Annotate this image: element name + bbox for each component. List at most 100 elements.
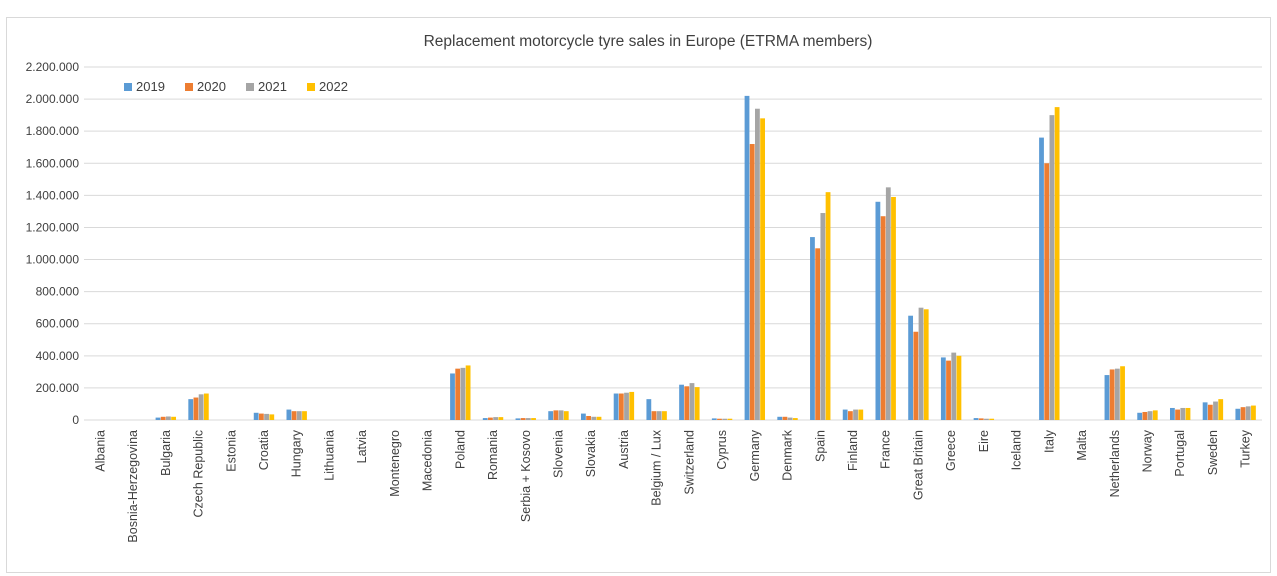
x-tick-label: Portugal — [1173, 430, 1187, 477]
bar-2021 — [1147, 411, 1153, 420]
bar-2021 — [722, 418, 728, 420]
bar-2022 — [727, 418, 733, 420]
bar-2021 — [460, 367, 466, 420]
bar-2021 — [264, 413, 269, 420]
bar-2021 — [984, 418, 989, 420]
bar-2019 — [973, 418, 979, 420]
bar-2019 — [482, 418, 488, 420]
bar-2020 — [749, 144, 755, 420]
y-tick-label: 1.600.000 — [26, 156, 80, 170]
legend-label: 2019 — [136, 79, 165, 94]
bar-2019 — [1235, 408, 1241, 420]
bar-2022 — [956, 355, 962, 420]
bar-2020 — [1109, 369, 1115, 420]
legend-label: 2022 — [319, 79, 348, 94]
x-tick-label: Italy — [1042, 429, 1056, 453]
bar-2021 — [1213, 401, 1218, 420]
bar-2021 — [656, 411, 662, 420]
x-tick-label: Belgium / Lux — [650, 429, 664, 505]
legend-label: 2020 — [197, 79, 226, 94]
legend-swatch-2020 — [185, 83, 193, 91]
bar-2022 — [531, 418, 536, 420]
bar-2022 — [1185, 407, 1191, 420]
bar-2022 — [825, 192, 831, 420]
bar-2020 — [978, 418, 984, 420]
x-tick-label: Croatia — [257, 430, 271, 470]
legend-swatch-2019 — [124, 83, 132, 91]
bar-2021 — [166, 416, 171, 420]
bar-2021 — [820, 213, 826, 420]
bar-2020 — [1142, 411, 1148, 420]
bar-2020 — [717, 418, 722, 420]
bar-2022 — [563, 411, 569, 420]
y-tick-label: 800.000 — [36, 285, 80, 299]
bar-2020 — [1175, 409, 1180, 420]
bar-2021 — [624, 392, 629, 420]
x-tick-label: Austria — [617, 430, 631, 469]
x-tick-label: Cyprus — [715, 430, 729, 470]
bar-2019 — [646, 399, 652, 420]
bar-2022 — [465, 365, 471, 420]
bar-2019 — [842, 409, 848, 420]
bar-2020 — [488, 417, 493, 420]
x-tick-label: Finland — [846, 430, 860, 471]
bar-2022 — [891, 196, 896, 420]
bar-2020 — [160, 416, 166, 420]
bar-2020 — [815, 248, 821, 420]
bar-2022 — [203, 393, 209, 420]
y-tick-label: 1.000.000 — [26, 253, 80, 267]
bar-2022 — [629, 391, 635, 420]
bar-2019 — [613, 393, 619, 420]
bar-2019 — [286, 409, 292, 420]
bar-2020 — [651, 411, 657, 420]
bar-2022 — [923, 309, 929, 420]
bar-2019 — [253, 412, 259, 420]
bar-2022 — [302, 411, 307, 420]
bar-2020 — [1207, 404, 1213, 420]
y-axis: 0 200.000 400.000 600.000 800.000 1.000.000 1.… — [26, 60, 80, 427]
x-tick-label: Poland — [453, 430, 467, 469]
bar-2019 — [908, 315, 914, 420]
grid-lines — [84, 66, 1262, 421]
bar-2022 — [171, 416, 177, 420]
x-tick-label: Germany — [748, 429, 762, 481]
x-tick-label: Sweden — [1206, 430, 1220, 475]
bar-2019 — [711, 418, 717, 420]
bar-2022 — [1218, 399, 1224, 420]
bar-2022 — [1251, 405, 1256, 420]
bar-2020 — [618, 393, 624, 420]
bar-2019 — [155, 417, 161, 420]
legend-swatch-2021 — [246, 83, 254, 91]
bar-2020 — [782, 416, 788, 420]
bar-2019 — [1202, 402, 1208, 420]
bar-2022 — [858, 409, 864, 420]
bar-2022 — [1120, 366, 1125, 420]
bar-2021 — [1245, 406, 1251, 420]
bar-2021 — [787, 417, 793, 420]
x-tick-label: Slovenia — [551, 430, 565, 478]
bar-2020 — [291, 411, 297, 420]
bar-2020 — [553, 410, 559, 420]
bar-2019 — [548, 411, 554, 420]
bar-2021 — [689, 383, 695, 420]
bar-2022 — [498, 417, 504, 420]
y-tick-label: 600.000 — [36, 317, 80, 331]
y-tick-label: 2.000.000 — [26, 92, 80, 106]
x-tick-label: Serbia + Kosovo — [519, 430, 533, 522]
y-tick-label: 1.400.000 — [26, 188, 80, 202]
bar-2020 — [913, 331, 919, 420]
x-tick-label: France — [879, 430, 893, 469]
x-axis: Albania Bosnia-Herzegovina Bulgaria Czech R… — [93, 429, 1252, 542]
x-tick-label: Hungary — [290, 429, 304, 477]
bar-2020 — [520, 418, 526, 420]
bar-2021 — [296, 411, 302, 420]
x-tick-label: Norway — [1140, 429, 1154, 472]
bar-2020 — [1240, 407, 1246, 420]
bar-2019 — [810, 237, 815, 420]
bar-2019 — [1104, 375, 1110, 420]
y-tick-label: 400.000 — [36, 349, 80, 363]
bar-2021 — [558, 410, 564, 420]
bar-2021 — [918, 307, 924, 420]
bars — [155, 95, 1256, 421]
bar-2019 — [1169, 407, 1175, 420]
